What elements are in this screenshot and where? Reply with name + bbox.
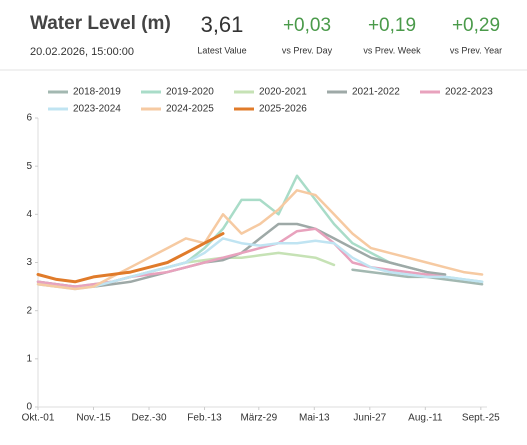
stat-label: vs Prev. Year bbox=[450, 45, 502, 55]
x-tick-label: Feb.-13 bbox=[187, 413, 222, 424]
stat-value: +0,03 bbox=[283, 15, 331, 36]
x-tick-label: Okt.-01 bbox=[22, 413, 55, 424]
y-tick-label: 2 bbox=[26, 305, 32, 316]
stat-value: +0,29 bbox=[452, 15, 500, 36]
legend-label: 2018-2019 bbox=[73, 87, 121, 98]
x-tick-label: Dez.-30 bbox=[132, 413, 167, 424]
series-line bbox=[36, 232, 225, 284]
legend-label: 2024-2025 bbox=[166, 104, 214, 115]
y-tick-label: 1 bbox=[26, 353, 32, 364]
legend-label: 2021-2022 bbox=[352, 87, 400, 98]
x-tick-label: Aug.-11 bbox=[408, 413, 443, 424]
y-tick-label: 0 bbox=[26, 402, 32, 413]
y-tick-label: 4 bbox=[26, 209, 32, 220]
stat-value: +0,19 bbox=[368, 15, 416, 36]
stat-label: vs Prev. Day bbox=[282, 45, 333, 55]
x-tick-label: Juni-27 bbox=[353, 413, 386, 424]
x-tick-label: März-29 bbox=[240, 413, 277, 424]
x-tick-label: Mai-13 bbox=[299, 413, 330, 424]
legend-label: 2019-2020 bbox=[166, 87, 214, 98]
legend-label: 2020-2021 bbox=[259, 87, 307, 98]
legend-label: 2022-2023 bbox=[445, 87, 493, 98]
title: Water Level (m) bbox=[30, 13, 171, 34]
timestamp: 20.02.2026, 15:00:00 bbox=[30, 46, 134, 58]
y-tick-label: 6 bbox=[26, 113, 32, 124]
series-line bbox=[36, 251, 336, 288]
y-tick-label: 3 bbox=[26, 257, 32, 268]
stat-label: vs Prev. Week bbox=[363, 45, 421, 55]
y-tick-label: 5 bbox=[26, 161, 32, 172]
stat-label: Latest Value bbox=[197, 45, 246, 55]
x-tick-label: Sept.-25 bbox=[462, 413, 500, 424]
legend-label: 2023-2024 bbox=[73, 104, 121, 115]
legend-label: 2025-2026 bbox=[259, 104, 307, 115]
x-tick-label: Nov.-15 bbox=[76, 413, 111, 424]
stat-value: 3,61 bbox=[201, 12, 244, 37]
series-line bbox=[36, 237, 484, 291]
series-line bbox=[36, 189, 484, 291]
